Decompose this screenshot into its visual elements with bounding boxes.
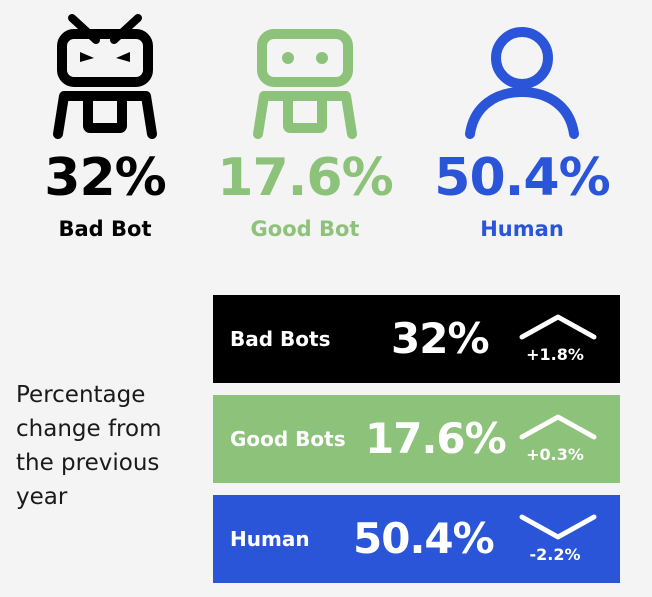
- bad-bot-percentage: 32%: [44, 148, 166, 208]
- good-bots-bar: Good Bots 17.6% +0.3%: [213, 395, 620, 483]
- good-bots-bar-label: Good Bots: [230, 427, 346, 451]
- arrow-up-icon: [519, 414, 597, 440]
- bad-bot-summary: 32% Bad Bot: [5, 14, 205, 242]
- human-icon: [465, 27, 579, 139]
- human-bar-label: Human: [230, 527, 310, 551]
- good-bots-bar-percentage: 17.6%: [365, 414, 507, 463]
- bad-bot-icon: [53, 14, 157, 139]
- human-bar: Human 50.4% -2.2%: [213, 495, 620, 583]
- human-change: -2.2%: [529, 545, 581, 564]
- arrow-down-icon: [519, 514, 597, 540]
- good-bot-summary: 17.6% Good Bot: [205, 14, 405, 242]
- bad-bots-change: +1.8%: [526, 345, 584, 364]
- human-percentage: 50.4%: [434, 148, 610, 208]
- human-bar-percentage: 50.4%: [353, 514, 495, 563]
- good-bot-label: Good Bot: [250, 217, 360, 241]
- human-summary: 50.4% Human: [422, 14, 622, 242]
- good-bots-change: +0.3%: [526, 445, 584, 464]
- human-label: Human: [480, 217, 564, 241]
- change-caption: Percentage change from the previous year: [16, 382, 162, 510]
- bad-bots-bar-label: Bad Bots: [230, 327, 331, 351]
- bad-bots-bar: Bad Bots 32% +1.8%: [213, 295, 620, 383]
- bad-bot-label: Bad Bot: [58, 217, 152, 241]
- arrow-up-icon: [519, 314, 597, 340]
- bad-bots-bar-percentage: 32%: [391, 314, 490, 363]
- good-bot-percentage: 17.6%: [217, 148, 393, 208]
- good-bot-icon: [253, 29, 357, 139]
